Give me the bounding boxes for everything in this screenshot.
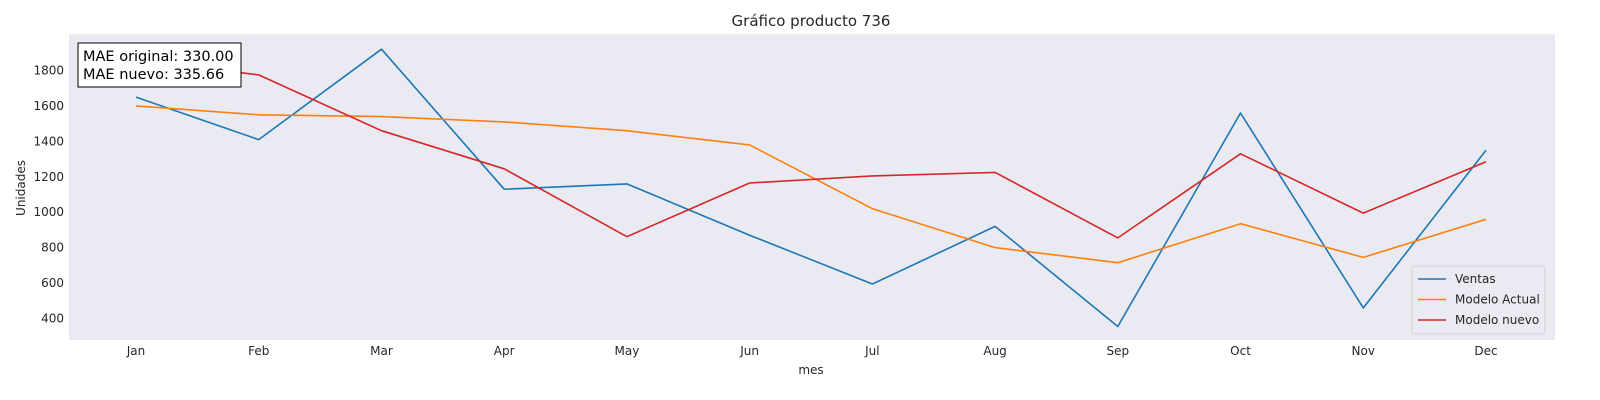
legend-label: Modelo Actual	[1455, 293, 1540, 307]
series-lines	[135, 48, 1487, 328]
x-tick-label: Oct	[1230, 344, 1251, 358]
x-tick-label: Jul	[864, 344, 879, 358]
x-axis-label: mes	[798, 363, 823, 377]
y-tick-label: 1800	[33, 64, 64, 78]
y-tick-label: 600	[41, 276, 64, 290]
y-tick-label: 400	[41, 312, 64, 326]
chart-title: Gráfico producto 736	[732, 12, 891, 30]
y-tick-label: 1400	[33, 134, 64, 148]
series-line-1	[135, 48, 1487, 328]
legend-box	[1411, 265, 1546, 335]
x-tick-label: Mar	[370, 344, 393, 358]
legend-label: Ventas	[1455, 272, 1496, 286]
x-axis-ticks: Jan Feb Mar Apr May Jun Jul Aug Sep Oct Nov Dec	[126, 344, 1498, 358]
x-tick-label: Aug	[983, 344, 1006, 358]
mae-annotation: MAE original: 330.00 MAE nuevo: 335.66	[77, 42, 242, 88]
series-line-2	[135, 105, 1487, 264]
plot-area	[69, 34, 1555, 340]
legend: Ventas Modelo Actual Modelo nuevo	[1411, 265, 1546, 335]
mae-nuevo-text: MAE nuevo: 335.66	[83, 67, 224, 83]
y-axis-label: Unidades	[14, 160, 28, 216]
x-tick-label: Apr	[494, 344, 515, 358]
y-tick-label: 800	[41, 241, 64, 255]
mae-annotation-box	[77, 42, 242, 88]
y-tick-label: 1200	[33, 170, 64, 184]
legend-label: Modelo nuevo	[1455, 313, 1539, 327]
x-tick-label: Jun	[739, 344, 759, 358]
series-line-3	[135, 59, 1487, 239]
x-tick-label: Dec	[1474, 344, 1497, 358]
x-tick-label: Sep	[1107, 344, 1130, 358]
x-tick-label: Nov	[1352, 344, 1375, 358]
x-tick-label: May	[615, 344, 640, 358]
x-tick-label: Jan	[126, 344, 146, 358]
y-axis-ticks: 400 600 800 1000 1200 1400 1600 1800	[33, 64, 64, 326]
mae-original-text: MAE original: 330.00	[83, 49, 234, 65]
y-tick-label: 1600	[33, 99, 64, 113]
x-tick-label: Feb	[248, 344, 269, 358]
y-tick-label: 1000	[33, 205, 64, 219]
